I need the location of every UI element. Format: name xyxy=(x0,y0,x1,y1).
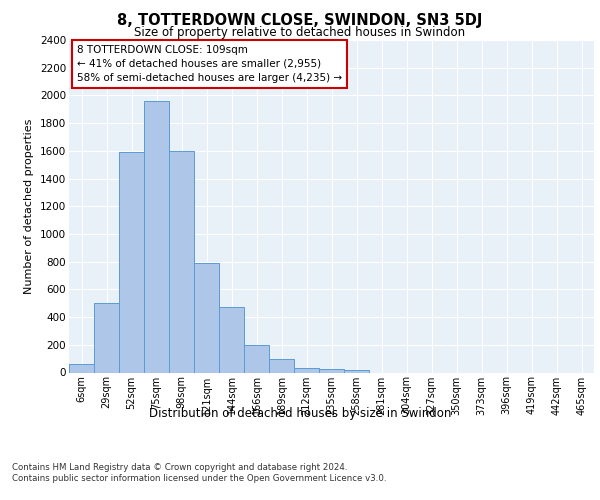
Bar xyxy=(119,152,144,372)
Text: Contains HM Land Registry data © Crown copyright and database right 2024.: Contains HM Land Registry data © Crown c… xyxy=(12,462,347,471)
Text: Size of property relative to detached houses in Swindon: Size of property relative to detached ho… xyxy=(134,26,466,39)
Text: Contains public sector information licensed under the Open Government Licence v3: Contains public sector information licen… xyxy=(12,474,386,483)
Y-axis label: Number of detached properties: Number of detached properties xyxy=(25,118,34,294)
Bar xyxy=(144,101,169,372)
Bar xyxy=(244,345,269,372)
Bar xyxy=(169,151,194,372)
Bar xyxy=(219,308,244,372)
Text: 8, TOTTERDOWN CLOSE, SWINDON, SN3 5DJ: 8, TOTTERDOWN CLOSE, SWINDON, SN3 5DJ xyxy=(118,12,482,28)
Text: Distribution of detached houses by size in Swindon: Distribution of detached houses by size … xyxy=(149,408,451,420)
Bar xyxy=(69,364,94,372)
Text: 8 TOTTERDOWN CLOSE: 109sqm
← 41% of detached houses are smaller (2,955)
58% of s: 8 TOTTERDOWN CLOSE: 109sqm ← 41% of deta… xyxy=(77,45,342,83)
Bar xyxy=(294,368,319,372)
Bar xyxy=(344,370,369,372)
Bar xyxy=(269,360,294,372)
Bar xyxy=(94,303,119,372)
Bar xyxy=(194,263,219,372)
Bar xyxy=(319,368,344,372)
